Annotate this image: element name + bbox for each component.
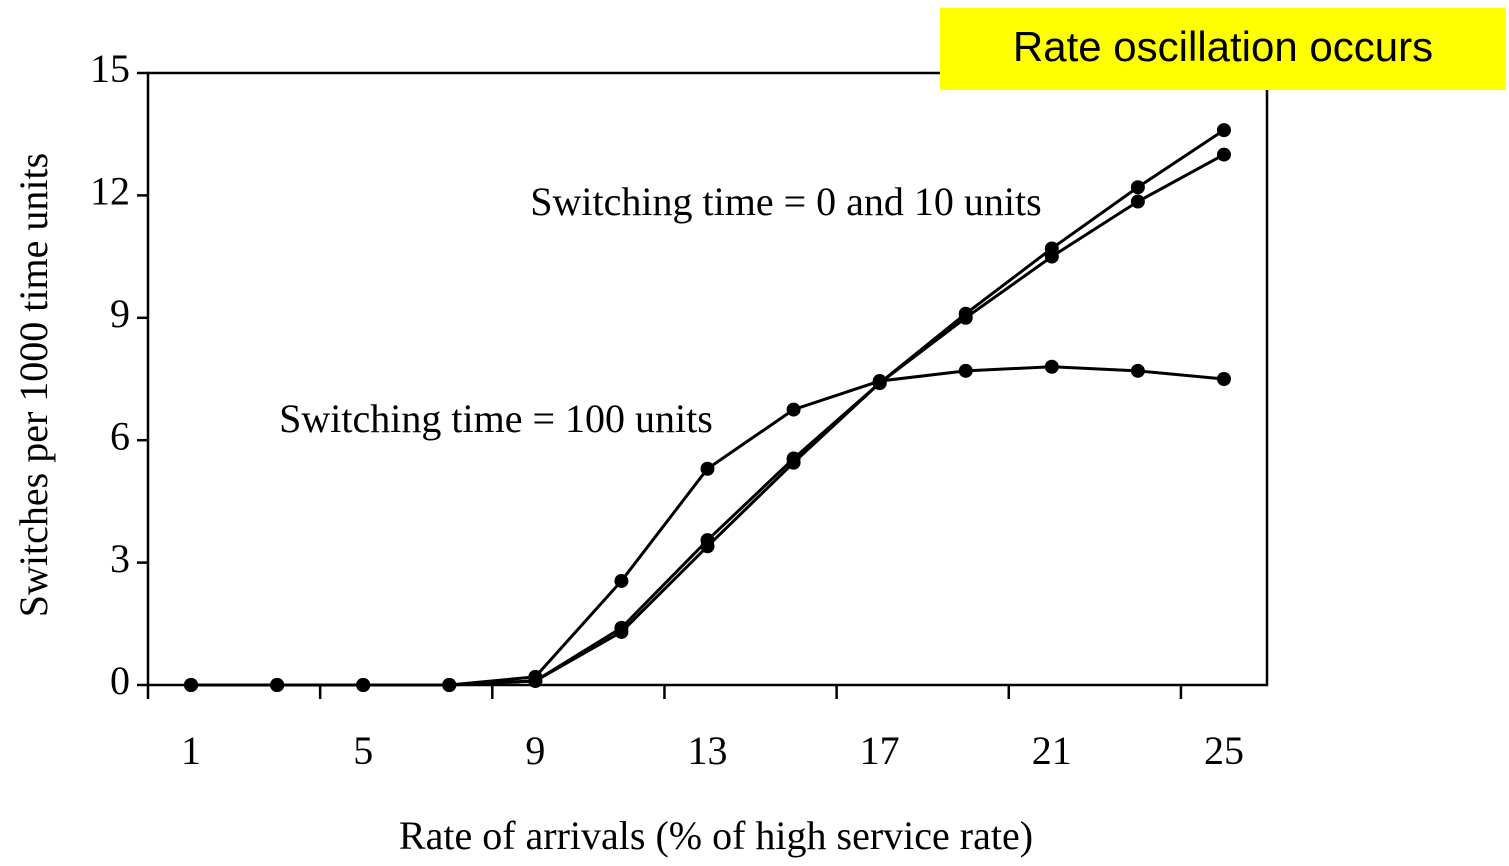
data-point: [184, 678, 198, 692]
x-tick-label: 21: [1032, 728, 1072, 773]
x-tick-label: 17: [860, 728, 900, 773]
data-point: [701, 539, 715, 553]
y-tick-label: 12: [90, 169, 130, 214]
data-point: [1217, 123, 1231, 137]
annotation: Switching time = 100 units: [279, 396, 713, 441]
x-tick-label: 25: [1204, 728, 1244, 773]
data-point: [701, 462, 715, 476]
data-point: [270, 678, 284, 692]
x-tick-label: 9: [525, 728, 545, 773]
data-point: [614, 574, 628, 588]
data-point: [959, 311, 973, 325]
data-point: [356, 678, 370, 692]
data-point: [1217, 372, 1231, 386]
x-tick-label: 13: [688, 728, 728, 773]
annotation: Switching time = 0 and 10 units: [530, 179, 1041, 224]
data-point: [873, 376, 887, 390]
y-tick-label: 3: [110, 536, 130, 581]
y-tick-label: 6: [110, 413, 130, 458]
chart: Switching time = 0 and 10 units Switchin…: [0, 0, 1509, 866]
x-axis-label: Rate of arrivals (% of high service rate…: [399, 813, 1033, 858]
data-point: [1217, 148, 1231, 162]
y-axis-label: Switches per 1000 time units: [11, 153, 56, 617]
data-point: [528, 674, 542, 688]
x-tick-label: 1: [181, 728, 201, 773]
data-point: [1131, 364, 1145, 378]
y-tick-label: 9: [110, 291, 130, 336]
data-point: [1131, 195, 1145, 209]
data-point: [787, 456, 801, 470]
data-point: [1131, 180, 1145, 194]
plot-frame: [148, 73, 1267, 685]
data-point: [442, 678, 456, 692]
callout: Rate oscillation occurs: [1013, 23, 1433, 70]
data-point: [1045, 250, 1059, 264]
data-point: [959, 364, 973, 378]
data-point: [614, 625, 628, 639]
data-point: [787, 403, 801, 417]
data-point: [1045, 360, 1059, 374]
y-tick-label: 15: [90, 46, 130, 91]
y-tick-label: 0: [110, 658, 130, 703]
x-tick-label: 5: [353, 728, 373, 773]
